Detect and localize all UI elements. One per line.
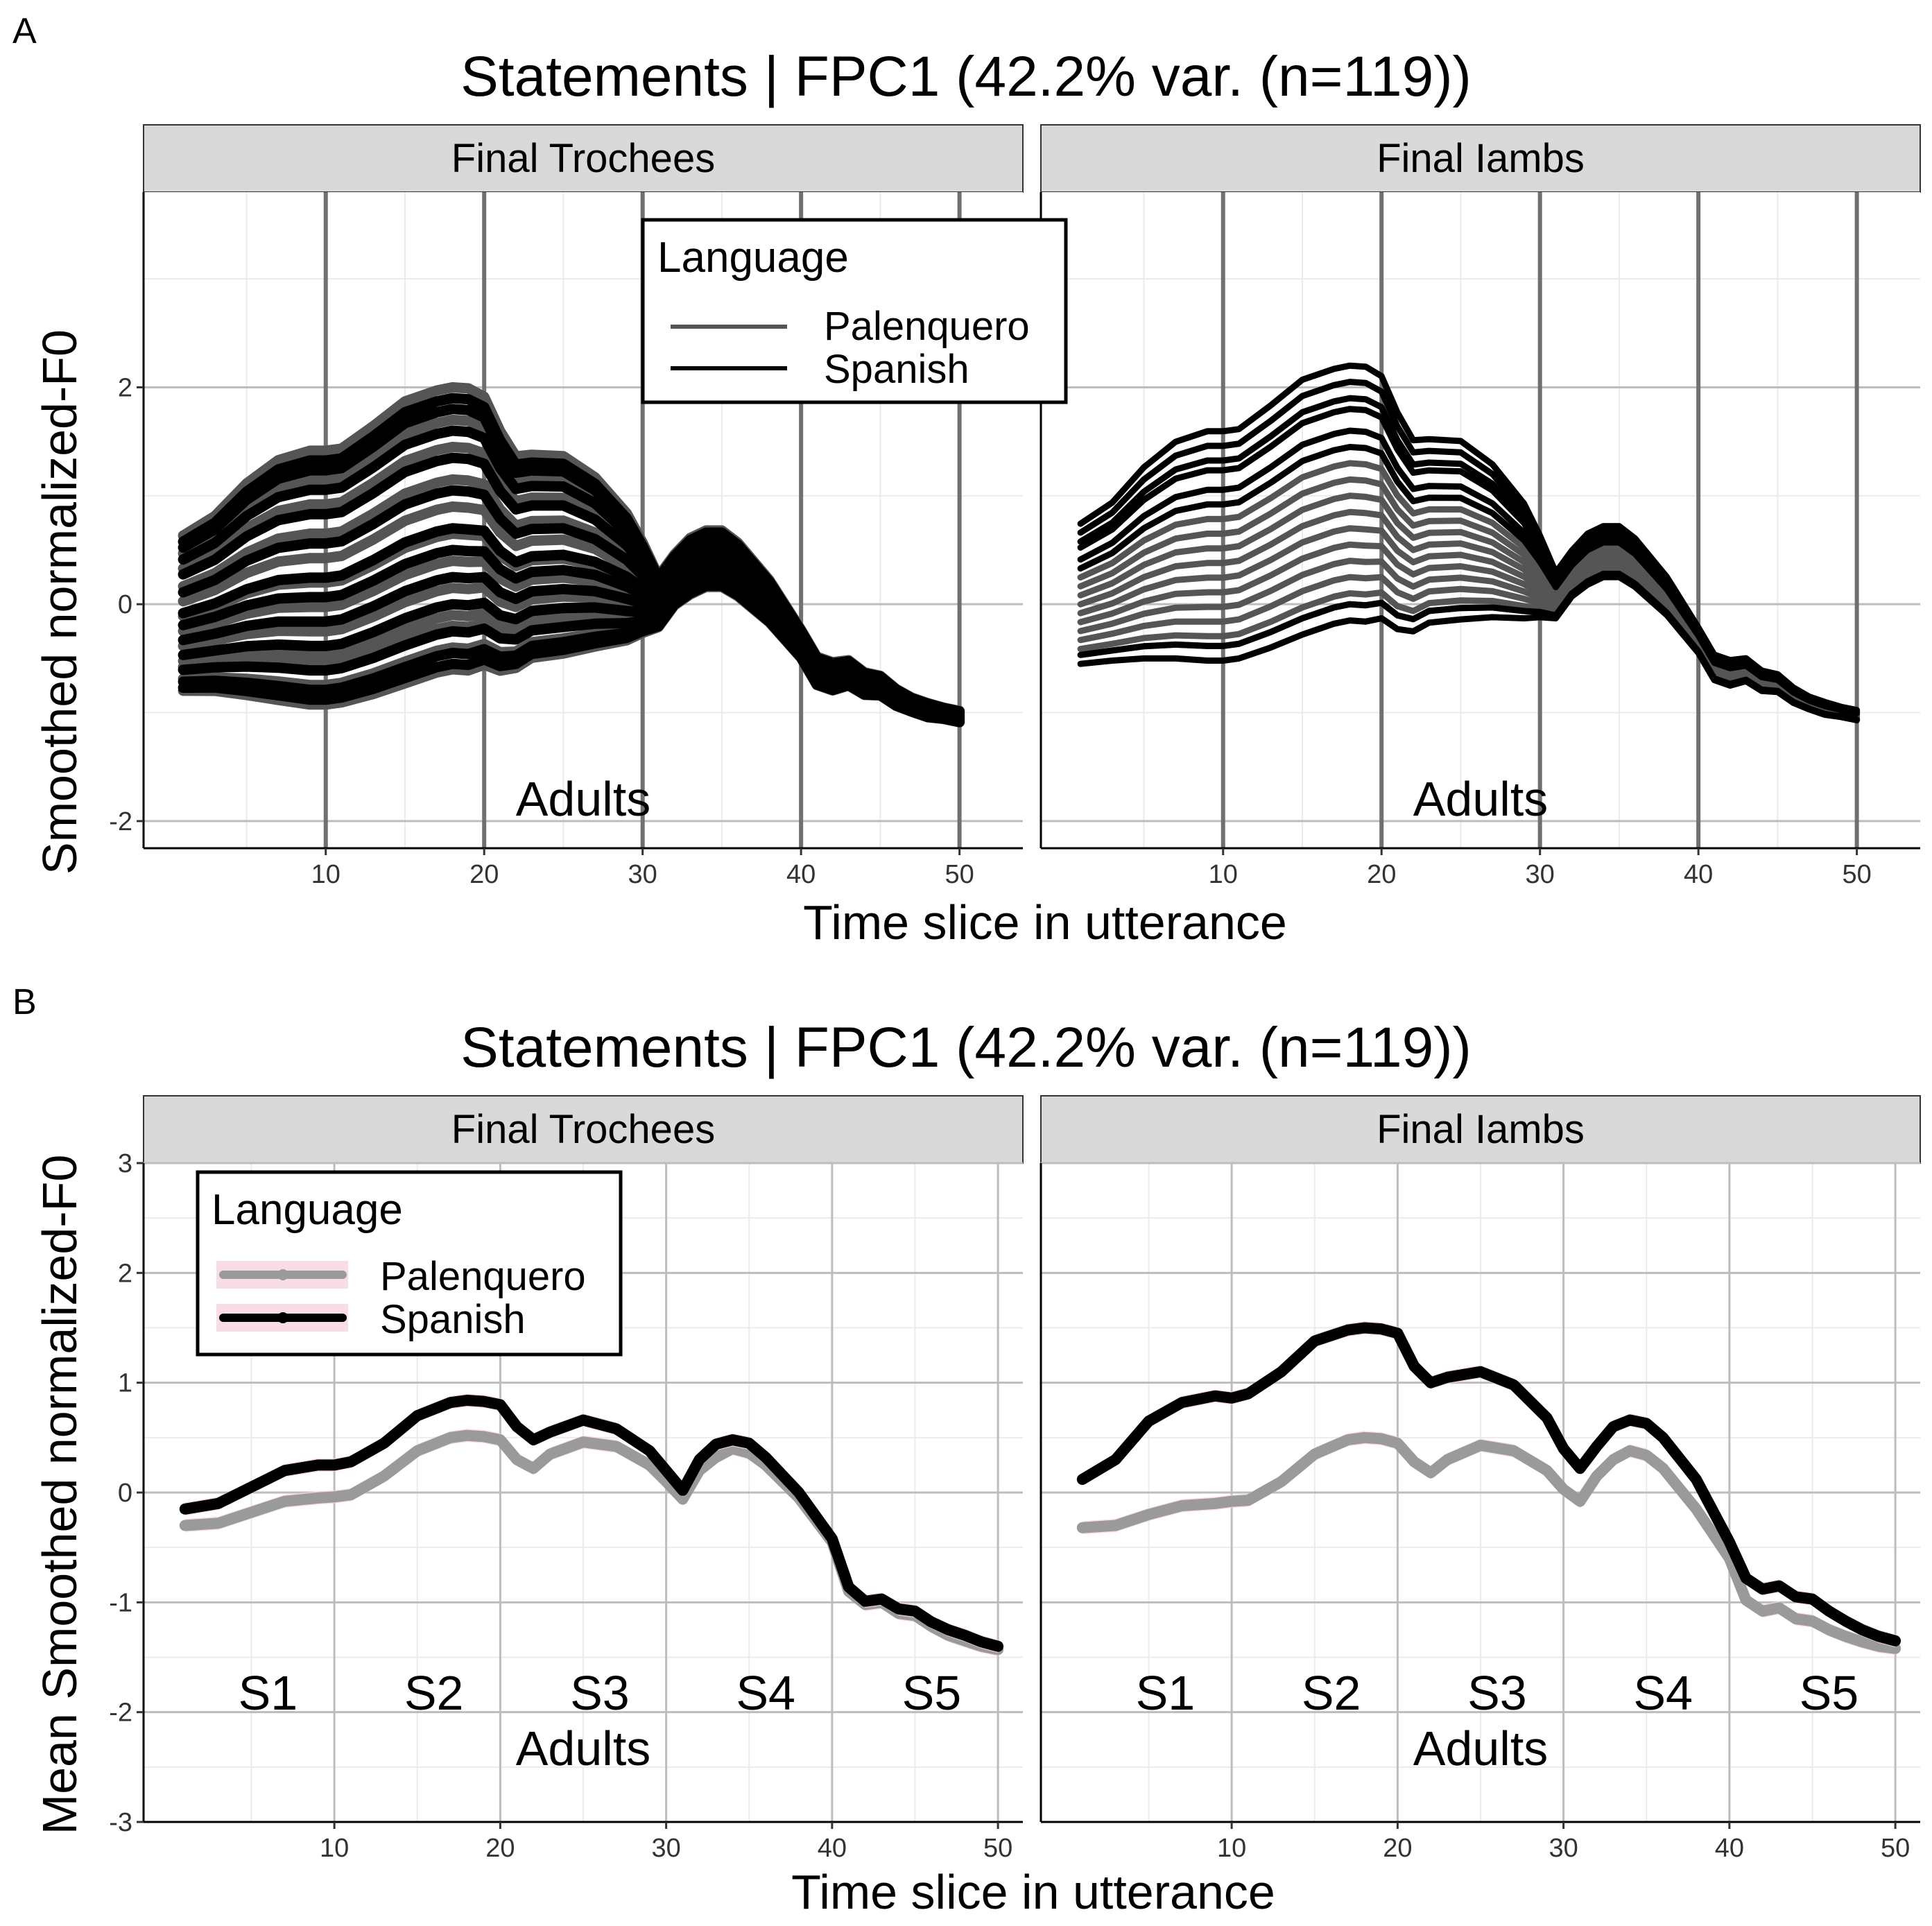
syllable-label-s4: S4 <box>736 1666 795 1720</box>
y-tick-label: 3 <box>118 1149 132 1178</box>
x-tick-label: 20 <box>485 1834 515 1863</box>
y-tick-label: 2 <box>118 373 132 402</box>
panel-a-plot-iambs: 10 20 30 40 50 Adults <box>1040 192 1920 889</box>
x-tick-label: 20 <box>1383 1834 1412 1863</box>
x-tick-label: 30 <box>1526 860 1555 889</box>
syllable-label-s3: S3 <box>570 1666 630 1720</box>
syllable-label-s3: S3 <box>1467 1666 1527 1720</box>
x-tick-label: 30 <box>1549 1834 1578 1863</box>
mean-curve-palenquero <box>1076 1431 1901 1654</box>
x-tick-label: 10 <box>1209 860 1238 889</box>
panel-a-tag: A <box>12 11 37 51</box>
syllable-label-s4: S4 <box>1633 1666 1693 1720</box>
y-tick-label: -2 <box>109 807 132 836</box>
y-tick-label: -1 <box>109 1588 132 1617</box>
panel-b-tag: B <box>12 982 37 1022</box>
panel-a-legend-box <box>641 218 1068 404</box>
panel-a-strip-label-iambs: Final Iambs <box>1377 136 1585 181</box>
x-tick-label: 50 <box>1881 1834 1910 1863</box>
y-tick-label: -2 <box>109 1699 132 1728</box>
x-tick-label: 20 <box>469 860 499 889</box>
syllable-label-s1: S1 <box>1136 1666 1196 1720</box>
panel-a-strip-trochees <box>143 124 1024 193</box>
x-tick-label: 40 <box>786 860 816 889</box>
y-tick-label: 0 <box>118 590 132 619</box>
syllable-label-s2: S2 <box>404 1666 464 1720</box>
panel-b-y-axis-title: Mean Smoothed normalized-F0 <box>33 1155 87 1834</box>
fpc-curve-spanish <box>1077 574 1861 723</box>
mean-curve-spanish <box>1076 1322 1901 1646</box>
panel-b-strip-iambs <box>1040 1095 1921 1164</box>
syllable-label-s5: S5 <box>902 1666 962 1720</box>
x-tick-label: 20 <box>1367 860 1396 889</box>
x-tick-label: 10 <box>1217 1834 1246 1863</box>
x-tick-label: 40 <box>1684 860 1713 889</box>
x-tick-label: 30 <box>651 1834 680 1863</box>
x-tick-label: 50 <box>1842 860 1871 889</box>
y-tick-label: 2 <box>118 1259 132 1288</box>
panel-b-legend-label-palenquero: Palenquero <box>380 1254 586 1299</box>
x-tick-label: 50 <box>983 1834 1012 1863</box>
panel-b-annotation-adults: Adults <box>1413 1721 1549 1775</box>
panel-b-legend-label-spanish: Spanish <box>380 1297 526 1342</box>
y-tick-label: 0 <box>118 1479 132 1508</box>
x-tick-label: 10 <box>311 860 340 889</box>
mean-curve-spanish <box>179 1395 1004 1652</box>
syllable-label-s2: S2 <box>1302 1666 1361 1720</box>
panel-b-annotation-adults: Adults <box>516 1721 651 1775</box>
panel-a-strip-iambs <box>1040 124 1921 193</box>
panel-b-plot-iambs: 10 20 30 40 50 S1 S2 S3 S4 S5 Adults <box>1040 1162 1920 1863</box>
panel-b-strip-label-trochees: Final Trochees <box>451 1107 715 1152</box>
x-tick-label: 30 <box>628 860 657 889</box>
syllable-label-s1: S1 <box>239 1666 298 1720</box>
fpc-curve-spanish <box>1077 444 1861 716</box>
panel-a-y-axis-title: Smoothed normalized-F0 <box>33 329 87 875</box>
x-tick-label: 40 <box>1715 1834 1744 1863</box>
panel-b-strip-trochees <box>143 1095 1024 1164</box>
panel-b-title: Statements | FPC1 (42.2% var. (n=119)) <box>460 1016 1472 1079</box>
panel-b-legend-point-palenquero <box>277 1269 288 1280</box>
y-tick-label: -3 <box>109 1808 132 1837</box>
panel-a-strip-label-trochees: Final Trochees <box>451 136 715 181</box>
x-tick-label: 50 <box>945 860 974 889</box>
panel-a-title: Statements | FPC1 (42.2% var. (n=119)) <box>460 45 1472 108</box>
panel-a-legend-label-spanish: Spanish <box>824 347 969 392</box>
panel-b-legend-point-spanish <box>277 1312 288 1323</box>
x-tick-label: 10 <box>320 1834 349 1863</box>
panel-b-legend: Language Palenquero Spanish <box>196 1170 623 1357</box>
panel-a-legend: Language Palenquero Spanish <box>641 218 1068 404</box>
panel-b-x-axis-title: Time slice in utterance <box>791 1865 1275 1919</box>
y-tick-label: 1 <box>118 1369 132 1398</box>
syllable-label-s5: S5 <box>1800 1666 1859 1720</box>
panel-b-legend-title: Language <box>212 1186 403 1234</box>
fpc-curve-spanish <box>178 581 965 728</box>
panel-b-strip-label-iambs: Final Iambs <box>1377 1107 1585 1152</box>
panel-a-x-axis-title: Time slice in utterance <box>803 895 1287 949</box>
panel-a-annotation-adults: Adults <box>1413 772 1549 826</box>
x-tick-label: 40 <box>818 1834 847 1863</box>
panel-a-legend-label-palenquero: Palenquero <box>824 304 1030 349</box>
panel-a-legend-title: Language <box>657 234 849 282</box>
panel-a-annotation-adults: Adults <box>516 772 651 826</box>
